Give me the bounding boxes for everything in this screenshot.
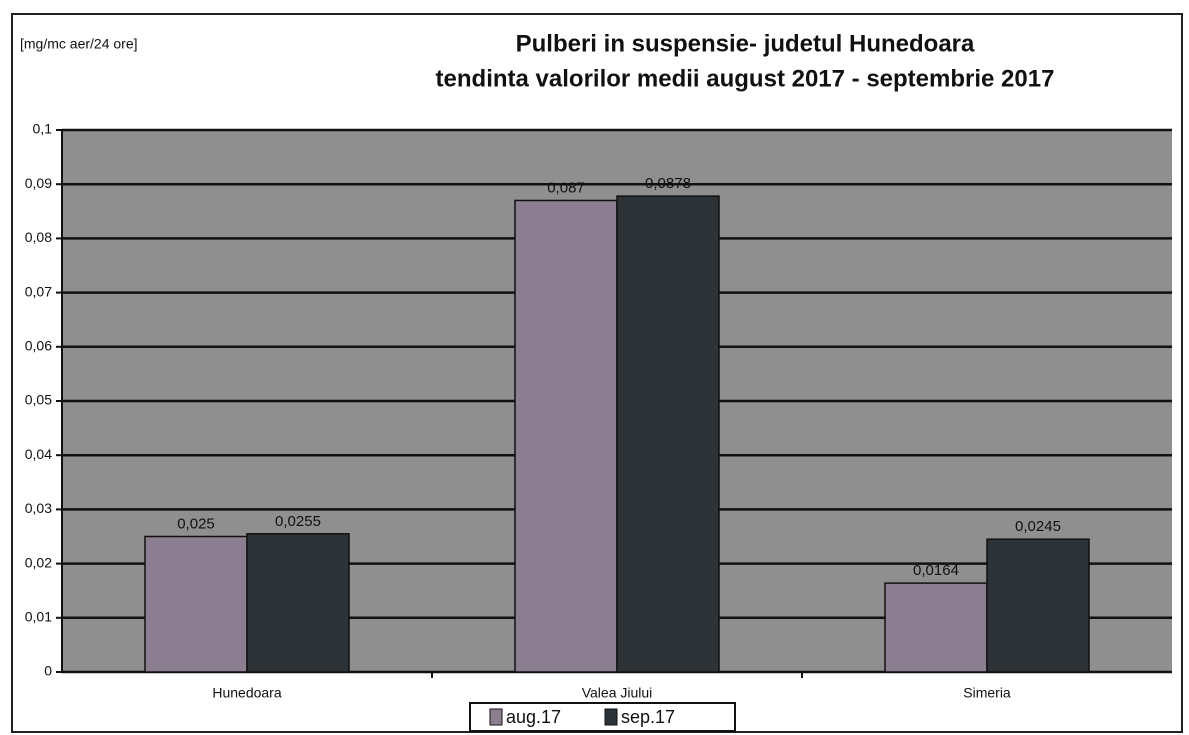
y-tick-label: 0,03: [25, 500, 52, 516]
legend-label: sep.17: [621, 707, 675, 727]
data-label: 0,0164: [913, 562, 959, 579]
chart-title: Pulberi in suspensie- judetul Hunedoara: [516, 30, 975, 57]
y-tick-label: 0,09: [25, 175, 52, 191]
legend-label: aug.17: [506, 707, 561, 727]
y-tick-label: 0,02: [25, 554, 52, 570]
y-tick-label: 0,07: [25, 283, 52, 299]
legend-swatch: [489, 708, 503, 726]
data-label: 0,025: [177, 515, 215, 532]
x-tick-label: Hunedoara: [212, 685, 281, 701]
legend: [469, 702, 736, 732]
y-tick-label: 0,01: [25, 609, 52, 625]
data-label: 0,087: [547, 179, 585, 196]
bar: [514, 199, 618, 673]
bar: [616, 195, 720, 673]
y-tick-label: 0,04: [25, 446, 52, 462]
x-tick-label: Simeria: [963, 685, 1011, 701]
x-tick-label: Valea Jiului: [582, 685, 653, 701]
bar: [144, 535, 248, 673]
y-axis-label: [mg/mc aer/24 ore]: [20, 36, 138, 52]
bar: [246, 533, 350, 673]
y-tick-label: 0,05: [25, 392, 52, 408]
data-label: 0,0255: [275, 513, 321, 530]
y-tick-label: 0,06: [25, 338, 52, 354]
legend-swatch: [604, 708, 618, 726]
data-label: 0,0245: [1015, 518, 1061, 535]
bar: [986, 538, 1090, 673]
chart-subtitle: tendinta valorilor medii august 2017 - s…: [436, 65, 1055, 92]
data-label: 0,0878: [645, 175, 691, 192]
bar: [884, 582, 988, 673]
y-tick-label: 0: [44, 663, 52, 679]
y-tick-label: 0,08: [25, 229, 52, 245]
y-tick-label: 0,1: [33, 121, 53, 137]
